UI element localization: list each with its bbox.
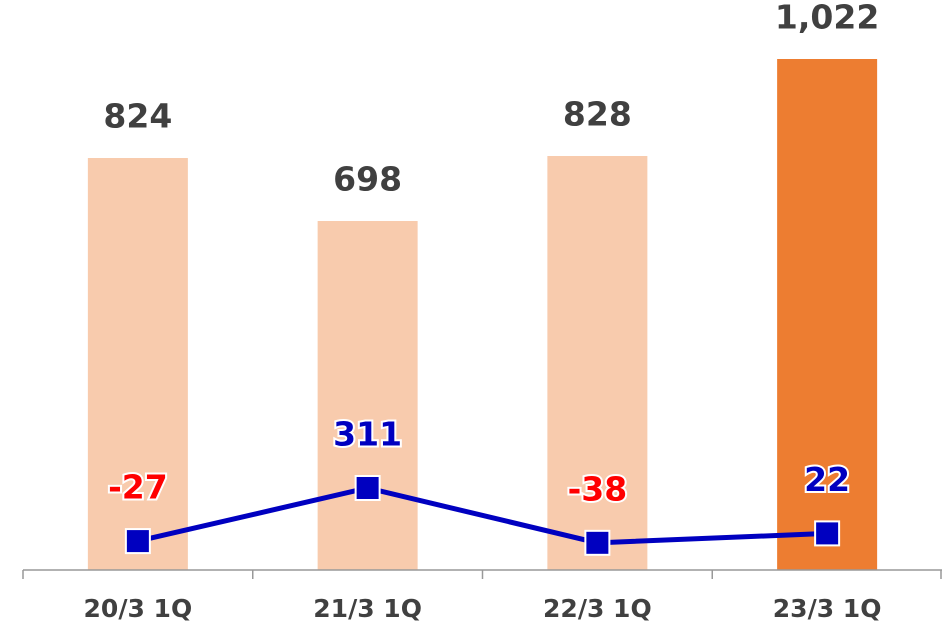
line-value-label: 311 [333,414,402,453]
bar [87,158,188,570]
bar [547,156,648,570]
x-tick-label: 22/3 1Q [543,594,652,623]
x-tick-label: 20/3 1Q [84,594,193,623]
bar [777,59,878,570]
bar [317,221,418,570]
x-tick-label: 21/3 1Q [313,594,422,623]
line-marker [814,520,841,547]
bar-value-label: 1,022 [775,0,879,37]
line [137,485,828,546]
line-marker [354,474,381,501]
bar-value-label: 698 [333,160,402,199]
bar-value-label: 824 [103,97,172,136]
bar-value-label: 828 [563,95,632,134]
line-marker [124,528,151,555]
line-value-label: -27 [108,468,168,507]
line-marker [584,529,611,556]
x-tick-label: 23/3 1Q [773,594,882,623]
line-value-label: -38 [568,469,628,508]
line-value-label: 22 [804,460,850,499]
